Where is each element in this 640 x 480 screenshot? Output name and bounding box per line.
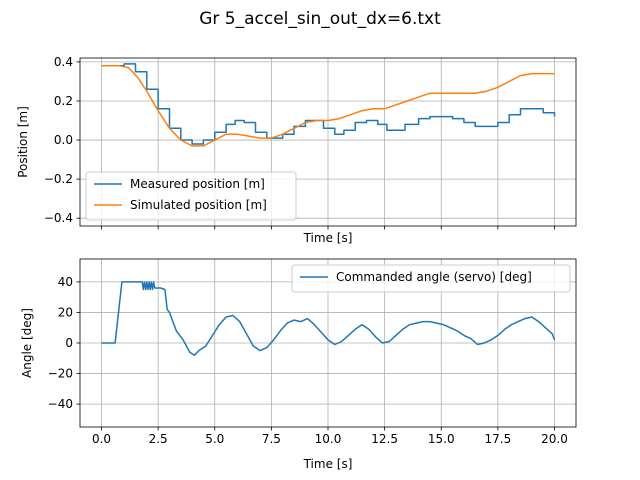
angle-x-axis-label: Time [s]	[303, 457, 353, 471]
angle-y-axis-label: Angle [deg]	[20, 308, 34, 378]
angle-x-tick-label: 5.0	[205, 432, 224, 446]
position-y-tick-label: −0.4	[44, 211, 73, 225]
position-y-tick-label: 0.0	[54, 133, 73, 147]
position-x-axis-label: Time [s]	[303, 231, 353, 245]
position-legend-box	[85, 171, 297, 221]
angle-legend: Commanded angle (servo) [deg]	[291, 264, 571, 293]
angle-x-tick-label: 20.0	[541, 432, 568, 446]
position-y-tick-label: −0.2	[44, 172, 73, 186]
position-legend-label-2: Simulated position [m]	[130, 198, 267, 212]
angle-x-tick-label: 12.5	[371, 432, 398, 446]
angle-y-tick-label: 40	[58, 275, 73, 289]
position-y-tick-label: 0.4	[54, 55, 73, 69]
figure-title: Gr 5_accel_sin_out_dx=6.txt	[199, 9, 441, 29]
position-lines	[101, 63, 556, 147]
angle-legend-box	[291, 264, 571, 293]
angle-y-tick-label: 0	[65, 336, 73, 350]
position-legend-label-1: Measured position [m]	[130, 177, 265, 191]
position-y-axis-label: Position [m]	[16, 106, 30, 178]
angle-subplot: 0.0 2.5 5.0 7.5 10.0 12.5 15.0 17.5 20.0 −40 −20 0 2…	[20, 258, 577, 471]
angle-lines	[101, 281, 556, 356]
position-legend: Measured position [m] Simulated position …	[85, 171, 297, 221]
position-subplot: −0.4−0.20.00.20.4 Time [s] Position [m] …	[16, 55, 577, 245]
angle-x-tick-label: 17.5	[485, 432, 512, 446]
angle-y-tick-label: −40	[48, 397, 73, 411]
position-ticks: −0.4 −0.2 0.0 0.2 0.4	[44, 55, 555, 230]
angle-y-tick-label: 20	[58, 305, 73, 319]
angle-x-tick-label: 2.5	[149, 432, 168, 446]
position-y-tick-label: 0.2	[54, 94, 73, 108]
angle-x-tick-label: 7.5	[262, 432, 281, 446]
angle-y-tick-label: −20	[48, 367, 73, 381]
position-series-line-1	[101, 63, 556, 145]
angle-series-line-1	[101, 281, 556, 356]
angle-x-tick-label: 10.0	[315, 432, 342, 446]
angle-x-tick-label: 15.0	[428, 432, 455, 446]
position-series-line-2	[101, 65, 555, 147]
angle-ticks: 0.0 2.5 5.0 7.5 10.0 12.5 15.0 17.5 20.0 −40 −20 0 2…	[48, 275, 568, 446]
angle-legend-label-1: Commanded angle (servo) [deg]	[336, 270, 532, 284]
angle-x-tick-label: 0.0	[92, 432, 111, 446]
